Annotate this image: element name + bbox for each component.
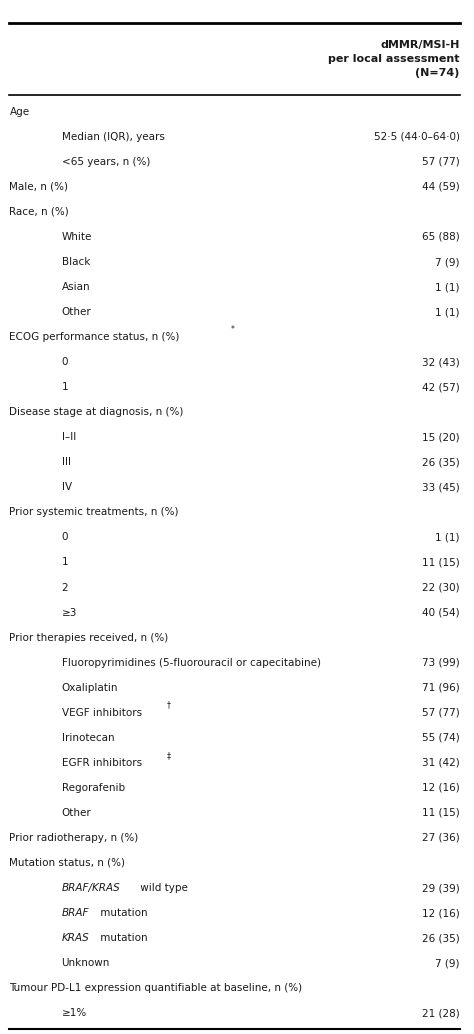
Text: Irinotecan: Irinotecan (62, 733, 114, 742)
Text: *: * (231, 325, 235, 334)
Text: Male, n (%): Male, n (%) (9, 182, 68, 192)
Text: dMMR/MSI-H
per local assessment
(N=74): dMMR/MSI-H per local assessment (N=74) (328, 40, 460, 78)
Text: 7 (9): 7 (9) (435, 959, 460, 968)
Text: Prior radiotherapy, n (%): Prior radiotherapy, n (%) (9, 833, 139, 843)
Text: 65 (88): 65 (88) (422, 232, 460, 242)
Text: 26 (35): 26 (35) (422, 933, 460, 943)
Text: VEGF inhibitors: VEGF inhibitors (62, 707, 142, 718)
Text: mutation: mutation (97, 908, 148, 918)
Text: Race, n (%): Race, n (%) (9, 207, 69, 217)
Text: Disease stage at diagnosis, n (%): Disease stage at diagnosis, n (%) (9, 407, 184, 418)
Text: †: † (166, 701, 170, 709)
Text: 15 (20): 15 (20) (422, 432, 460, 443)
Text: III: III (62, 457, 71, 467)
Text: Asian: Asian (62, 282, 90, 292)
Text: 22 (30): 22 (30) (422, 582, 460, 592)
Text: 57 (77): 57 (77) (422, 707, 460, 718)
Text: 27 (36): 27 (36) (422, 833, 460, 843)
Text: Regorafenib: Regorafenib (62, 783, 125, 793)
Text: Other: Other (62, 808, 91, 818)
Text: 44 (59): 44 (59) (422, 182, 460, 192)
Text: 12 (16): 12 (16) (422, 908, 460, 918)
Text: Fluoropyrimidines (5-fluorouracil or capecitabine): Fluoropyrimidines (5-fluorouracil or cap… (62, 658, 320, 668)
Text: mutation: mutation (98, 933, 148, 943)
Text: BRAF/KRAS: BRAF/KRAS (62, 883, 120, 893)
Text: White: White (62, 232, 92, 242)
Text: 31 (42): 31 (42) (422, 758, 460, 768)
Text: 0: 0 (62, 357, 68, 367)
Text: 1 (1): 1 (1) (435, 533, 460, 543)
Text: Tumour PD-L1 expression quantifiable at baseline, n (%): Tumour PD-L1 expression quantifiable at … (9, 983, 302, 994)
Text: BRAF: BRAF (62, 908, 89, 918)
Text: 0: 0 (62, 533, 68, 543)
Text: 12 (16): 12 (16) (422, 783, 460, 793)
Text: 32 (43): 32 (43) (422, 357, 460, 367)
Text: IV: IV (62, 483, 72, 492)
Text: 21 (28): 21 (28) (422, 1008, 460, 1018)
Text: 1 (1): 1 (1) (435, 282, 460, 292)
Text: 73 (99): 73 (99) (422, 658, 460, 668)
Text: Other: Other (62, 307, 91, 317)
Text: 33 (45): 33 (45) (422, 483, 460, 492)
Text: Black: Black (62, 257, 90, 267)
Text: I–II: I–II (62, 432, 76, 443)
Text: 52·5 (44·0–64·0): 52·5 (44·0–64·0) (374, 131, 460, 142)
Text: 26 (35): 26 (35) (422, 457, 460, 467)
Text: 7 (9): 7 (9) (435, 257, 460, 267)
Text: 2: 2 (62, 582, 68, 592)
Text: ≥3: ≥3 (62, 608, 77, 617)
Text: Mutation status, n (%): Mutation status, n (%) (9, 858, 126, 868)
Text: ‡: ‡ (166, 751, 170, 760)
Text: Age: Age (9, 107, 29, 117)
Text: ECOG performance status, n (%): ECOG performance status, n (%) (9, 332, 180, 342)
Text: Prior systemic treatments, n (%): Prior systemic treatments, n (%) (9, 508, 179, 517)
Text: Unknown: Unknown (62, 959, 110, 968)
Text: EGFR inhibitors: EGFR inhibitors (62, 758, 142, 768)
Text: wild type: wild type (137, 883, 188, 893)
Text: Prior therapies received, n (%): Prior therapies received, n (%) (9, 633, 169, 642)
Text: 57 (77): 57 (77) (422, 157, 460, 166)
Text: 1: 1 (62, 557, 68, 568)
Text: 42 (57): 42 (57) (422, 383, 460, 392)
Text: Median (IQR), years: Median (IQR), years (62, 131, 164, 142)
Text: 71 (96): 71 (96) (422, 682, 460, 693)
Text: Oxaliplatin: Oxaliplatin (62, 682, 118, 693)
Text: KRAS: KRAS (62, 933, 90, 943)
Text: 40 (54): 40 (54) (422, 608, 460, 617)
Text: 29 (39): 29 (39) (422, 883, 460, 893)
Text: 11 (15): 11 (15) (422, 808, 460, 818)
Text: 55 (74): 55 (74) (422, 733, 460, 742)
Text: <65 years, n (%): <65 years, n (%) (62, 157, 150, 166)
Text: 1: 1 (62, 383, 68, 392)
Text: 1 (1): 1 (1) (435, 307, 460, 317)
Text: ≥1%: ≥1% (62, 1008, 87, 1018)
Text: 11 (15): 11 (15) (422, 557, 460, 568)
